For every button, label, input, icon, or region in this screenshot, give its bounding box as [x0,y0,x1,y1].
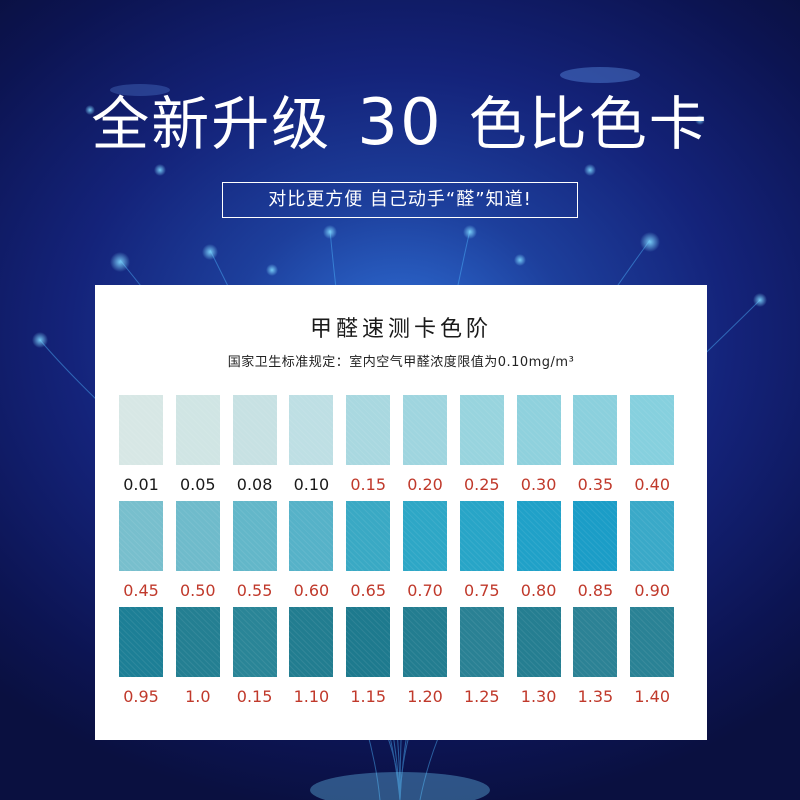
swatch-value-label: 0.30 [520,475,557,494]
color-swatch [573,607,618,677]
subtitle-badge: 对比更方便 自己动手“醛”知道! [222,182,578,218]
swatch-value-label: 0.40 [634,475,670,494]
swatch-value-label: 1.15 [350,687,386,706]
swatch-value-label: 0.50 [179,581,216,600]
color-swatch [289,607,334,677]
color-swatch-cell: 0.20 [403,395,447,494]
color-swatch [175,607,220,677]
swatch-value-label: 1.0 [185,687,211,706]
color-swatch [573,395,618,465]
color-swatch-cell: 0.25 [459,395,504,494]
color-swatch [459,395,504,465]
swatch-value-label: 1.25 [463,687,500,706]
color-swatch [346,501,391,571]
color-swatch [119,395,163,465]
color-swatch-cell: 0.70 [403,501,447,600]
color-swatch [630,501,675,571]
color-swatch-cell: 0.60 [289,501,334,600]
color-swatch-cell: 0.80 [516,501,561,600]
swatch-value-label: 0.65 [350,581,386,600]
color-swatch-cell: 0.45 [119,501,163,600]
color-swatch [403,501,447,571]
color-swatch [232,395,277,465]
color-swatch-cell: 1.0 [175,607,220,706]
color-swatch [346,607,391,677]
color-swatch-cell: 0.30 [516,395,561,494]
swatch-value-label: 0.15 [350,475,386,494]
color-swatch-cell: 0.15 [232,607,277,706]
swatch-value-label: 1.10 [293,687,330,706]
swatch-value-label: 0.95 [123,687,159,706]
color-swatch-cell: 0.08 [232,395,277,494]
headline-number: 30 [357,86,443,160]
headline: 全新升级 30 色比色卡 [0,88,800,159]
swatch-value-label: 0.75 [463,581,500,600]
swatch-value-label: 0.45 [123,581,159,600]
color-swatch-cell: 0.05 [175,395,220,494]
card-title: 甲醛速测卡色阶 [309,317,492,342]
swatch-value-label: 0.90 [634,581,670,600]
color-swatch-cell: 1.10 [289,607,334,706]
color-swatch [630,395,675,465]
swatch-value-label: 0.01 [123,475,159,494]
color-swatch-cell: 1.20 [403,607,447,706]
swatch-value-label: 0.80 [520,581,557,600]
headline-part2: 色比色卡 [468,90,709,158]
color-swatch-cell: 1.35 [573,607,618,706]
swatch-value-label: 0.85 [577,581,614,600]
color-swatch-cell: 0.01 [119,395,163,494]
swatch-value-label: 0.10 [293,475,330,494]
color-swatch [232,501,277,571]
color-swatch [175,395,220,465]
swatch-value-label: 1.30 [520,687,557,706]
color-swatch-cell: 0.40 [630,395,675,494]
color-swatch [516,607,561,677]
color-swatch-cell: 0.55 [232,501,277,600]
color-swatch-cell: 0.95 [119,607,163,706]
color-swatch [289,501,334,571]
swatch-value-label: 0.08 [236,475,273,494]
color-swatch [516,395,561,465]
swatch-value-label: 0.35 [577,475,614,494]
color-swatch-cell: 0.90 [630,501,675,600]
swatch-value-label: 1.20 [407,687,443,706]
color-swatch [573,501,618,571]
color-swatch-cell: 0.75 [459,501,504,600]
color-swatch-cell: 1.30 [516,607,561,706]
color-swatch [175,501,220,571]
color-swatch-cell: 0.50 [175,501,220,600]
card-subtitle: 国家卫生标准规定：室内空气甲醛浓度限值为0.10mg/m³ [227,355,575,370]
color-swatch [630,607,675,677]
swatch-value-label: 1.35 [577,687,614,706]
color-chart-card: 甲醛速测卡色阶 国家卫生标准规定：室内空气甲醛浓度限值为0.10mg/m³ 0.… [95,285,707,740]
color-swatch [289,395,334,465]
color-swatch [459,501,504,571]
color-swatch-cell: 0.10 [289,395,334,494]
color-swatch [403,395,447,465]
color-swatch-cell: 1.40 [630,607,675,706]
swatch-value-label: 0.70 [407,581,443,600]
color-swatch-cell: 1.25 [459,607,504,706]
color-swatch [119,607,163,677]
swatch-value-label: 0.20 [407,475,443,494]
color-swatch-cell: 0.65 [346,501,391,600]
swatch-value-label: 0.55 [236,581,273,600]
swatch-value-label: 0.15 [236,687,273,706]
color-swatch [119,501,163,571]
color-swatch-cell: 0.85 [573,501,618,600]
color-swatch-cell: 1.15 [346,607,391,706]
swatch-value-label: 0.60 [293,581,330,600]
swatch-value-label: 0.05 [179,475,216,494]
color-swatch-cell: 0.35 [573,395,618,494]
headline-part1: 全新升级 [91,90,332,158]
color-swatch [516,501,561,571]
swatch-value-label: 0.25 [463,475,500,494]
color-swatch [403,607,447,677]
color-swatch-cell: 0.15 [346,395,391,494]
swatch-value-label: 1.40 [634,687,670,706]
color-swatch [459,607,504,677]
color-swatch [346,395,391,465]
color-swatch [232,607,277,677]
